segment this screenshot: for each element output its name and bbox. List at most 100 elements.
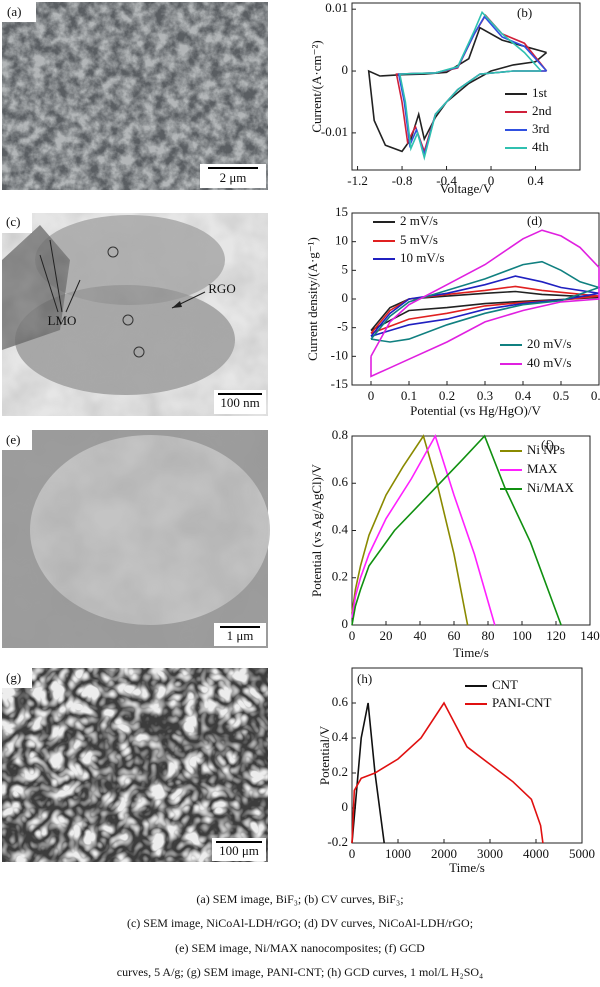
caption-line: (c) SEM image, NiCoAl-LDH/rGO; (d) DV cu…	[127, 916, 473, 930]
y-axis-label: Current/(A·cm⁻²)	[309, 40, 324, 132]
x-tick-label: -0.4	[436, 173, 457, 188]
legend-label: 20 mV/s	[527, 336, 571, 351]
x-axis-label: Voltage/V	[440, 181, 493, 196]
series-line	[351, 701, 544, 844]
x-tick-label: 0.2	[439, 388, 455, 403]
legend-label: CNT	[492, 677, 518, 692]
y-axis-label: Potential/V	[317, 725, 332, 785]
legend-label: 2nd	[532, 103, 552, 118]
series-line	[370, 229, 600, 378]
series-line	[397, 15, 548, 158]
series-line	[398, 10, 542, 161]
x-tick-label: -0.8	[392, 173, 413, 188]
series-line	[351, 434, 562, 626]
y-tick-label: 15	[335, 204, 348, 219]
y-tick-label: -10	[331, 347, 348, 362]
panel-label: (f)	[541, 437, 554, 452]
x-axis-label: Time/s	[449, 860, 485, 875]
sem-image-g: (g) 100 μm	[2, 668, 268, 862]
legend-label: 5 mV/s	[400, 232, 438, 247]
x-tick-label: 3000	[477, 846, 503, 861]
plot-frame	[351, 2, 581, 171]
plot-frame	[351, 667, 583, 844]
y-tick-label: 0.4	[332, 729, 349, 744]
series-line	[351, 434, 469, 626]
legend-label: MAX	[527, 461, 558, 476]
y-tick-label: 0.4	[332, 521, 349, 536]
y-tick-label: 10	[335, 233, 348, 248]
x-tick-label: 0.1	[401, 388, 417, 403]
panel-label: (b)	[517, 5, 532, 20]
x-tick-label: 1000	[385, 846, 411, 861]
annotation: LMO	[48, 313, 77, 328]
y-tick-label: 0.8	[332, 427, 348, 442]
caption-line: (e) SEM image, Ni/MAX nanocomposites; (f…	[175, 941, 425, 955]
legend-label: 4th	[532, 139, 549, 154]
y-tick-label: 0	[342, 290, 349, 305]
y-tick-label: 0	[342, 799, 349, 814]
y-tick-label: -5	[337, 319, 348, 334]
x-tick-label: 0.5	[553, 388, 569, 403]
x-tick-label: 2000	[431, 846, 457, 861]
legend-label: PANI-CNT	[492, 695, 552, 710]
sem-image-a: (a) 2 μm	[2, 2, 268, 190]
legend-label: Ni/MAX	[527, 480, 575, 495]
caption-line: curves, 5 A/g; (g) SEM image, PANI-CNT; …	[117, 965, 483, 979]
x-tick-label: 0	[349, 846, 356, 861]
series-line	[351, 433, 496, 626]
x-tick-label: 0.4	[527, 173, 544, 188]
y-tick-label: 0.6	[332, 694, 349, 709]
series-line	[351, 702, 385, 844]
y-tick-label: 0.2	[332, 764, 348, 779]
y-tick-label: -15	[331, 376, 348, 391]
x-tick-label: 0	[349, 628, 356, 643]
panel-label: (a)	[7, 4, 21, 19]
x-axis-label: Potential (vs Hg/HgO)/V	[410, 403, 541, 418]
x-tick-label: 20	[380, 628, 393, 643]
caption-line: (a) SEM image, BiF₃; (b) CV curves, BiF₃…	[196, 892, 403, 906]
x-tick-label: 0	[488, 173, 495, 188]
y-axis-label: Potential (vs Ag/AgCl)/V	[309, 463, 324, 597]
y-tick-label: -0.2	[327, 834, 348, 849]
x-tick-label: 0.6	[591, 388, 600, 403]
sem-image-e: (e) 1 μm	[2, 430, 270, 648]
scale-bar: 100 nm	[220, 395, 259, 410]
x-tick-label: 80	[482, 628, 495, 643]
legend-label: 10 mV/s	[400, 250, 444, 265]
scale-bar: 1 μm	[227, 628, 254, 643]
x-tick-label: 120	[546, 628, 566, 643]
series-line	[370, 290, 600, 332]
x-tick-label: 40	[414, 628, 427, 643]
x-tick-label: 0.3	[477, 388, 493, 403]
legend-label: 40 mV/s	[527, 355, 571, 370]
panel-label: (h)	[357, 671, 372, 686]
x-tick-label: 140	[580, 628, 600, 643]
series-line	[367, 26, 548, 153]
x-axis-label: Time/s	[453, 645, 489, 660]
legend-label: 2 mV/s	[400, 213, 438, 228]
y-tick-label: 0	[342, 616, 349, 631]
x-tick-label: 0	[368, 388, 375, 403]
annotation: RGO	[208, 281, 235, 296]
panel-label: (g)	[6, 670, 21, 685]
y-tick-label: 0	[342, 62, 349, 77]
y-tick-label: 0.2	[332, 569, 348, 584]
panel-label: (c)	[6, 214, 20, 229]
x-tick-label: 0.4	[515, 388, 532, 403]
x-tick-label: -1.2	[347, 173, 368, 188]
y-tick-label: 5	[342, 261, 349, 276]
y-axis-label: Current density/(A·g⁻¹)	[305, 237, 320, 361]
tem-image-c: (c) LMO RGO 100 nm	[2, 213, 268, 416]
y-tick-label: 0.01	[325, 0, 348, 15]
panel-label: (d)	[527, 213, 542, 228]
x-tick-label: 4000	[523, 846, 549, 861]
legend-label: 3rd	[532, 121, 550, 136]
legend-label: Ni NPs	[527, 442, 565, 457]
scale-bar: 100 μm	[219, 843, 259, 858]
y-tick-label: -0.01	[321, 124, 348, 139]
legend-label: 1st	[532, 85, 548, 100]
x-tick-label: 5000	[569, 846, 595, 861]
y-tick-label: 0.6	[332, 474, 349, 489]
x-tick-label: 60	[448, 628, 461, 643]
